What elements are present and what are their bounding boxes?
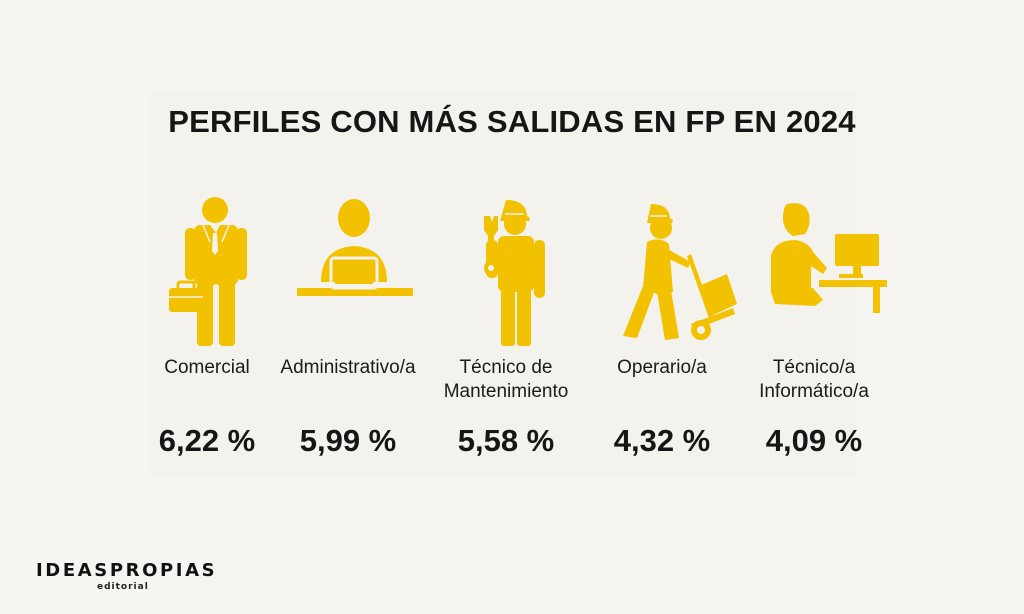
profile-label: Administrativo/a: [280, 357, 416, 378]
operator-hand-truck-icon: [623, 204, 737, 340]
profile-value: 5,99 %: [299, 423, 397, 458]
publisher-logo: IDEASPROPIAS editorial: [36, 560, 218, 592]
profile-comercial: Comercial 6,22 %: [122, 196, 292, 466]
profile-label: Comercial: [164, 357, 250, 378]
profile-administrativo: Administrativo/a 5,99 %: [263, 196, 433, 466]
page-title: PERFILES CON MÁS SALIDAS EN FP EN 2024: [168, 104, 856, 139]
businessman-briefcase-icon: [169, 197, 247, 346]
profile-operario: Operario/a 4,32 %: [577, 196, 747, 466]
office-worker-laptop-icon: [297, 199, 413, 296]
logo-name: IDEASPROPIAS: [36, 560, 218, 581]
profile-value: 5,58 %: [457, 423, 555, 458]
profile-value: 4,09 %: [765, 423, 863, 458]
profile-tecnico-informatico: Técnico/a Informático/a 4,09 %: [729, 196, 899, 466]
maintenance-worker-wrench-icon: [484, 200, 545, 346]
profile-label: Técnico/a Informático/a: [759, 357, 869, 402]
profile-label: Técnico de Mantenimiento: [443, 357, 569, 402]
profile-tecnico-mantenimiento: Técnico de Mantenimiento 5,58 %: [421, 196, 591, 466]
profile-value: 6,22 %: [158, 423, 256, 458]
it-technician-computer-icon: [771, 203, 887, 313]
profile-value: 4,32 %: [613, 423, 711, 458]
profile-label: Operario/a: [617, 357, 707, 378]
logo-subtitle: editorial: [97, 582, 149, 592]
